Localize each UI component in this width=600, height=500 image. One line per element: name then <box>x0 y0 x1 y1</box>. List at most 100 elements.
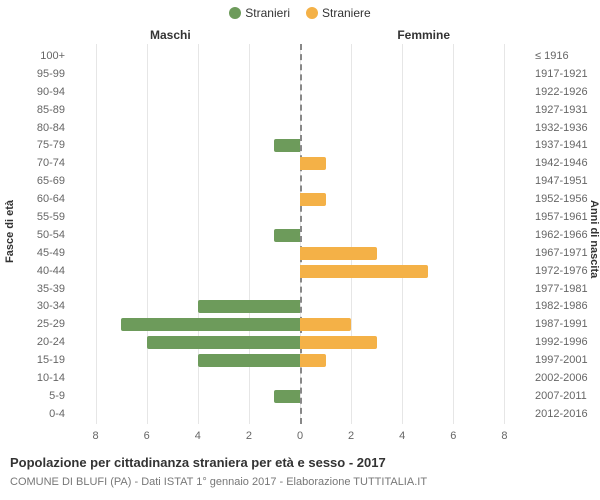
birth-year-label: 1932-1936 <box>535 122 590 134</box>
age-label: 25-29 <box>25 318 65 330</box>
chart-row: 10-142002-2006 <box>70 370 530 388</box>
chart-row: 85-891927-1931 <box>70 102 530 120</box>
chart-row: 65-691947-1951 <box>70 173 530 191</box>
age-label: 60-64 <box>25 193 65 205</box>
birth-year-label: 1952-1956 <box>535 193 590 205</box>
birth-year-label: 2002-2006 <box>535 372 590 384</box>
age-label: 70-74 <box>25 157 65 169</box>
age-label: 85-89 <box>25 104 65 116</box>
bar-male <box>198 300 300 313</box>
circle-icon <box>229 7 241 19</box>
chart-row: 60-641952-1956 <box>70 191 530 209</box>
birth-year-label: 1977-1981 <box>535 283 590 295</box>
bar-female <box>300 193 326 206</box>
chart-row: 40-441972-1976 <box>70 263 530 281</box>
chart-row: 20-241992-1996 <box>70 334 530 352</box>
legend-label: Straniere <box>322 6 371 20</box>
x-tick-label: 0 <box>297 430 303 442</box>
age-label: 80-84 <box>25 122 65 134</box>
x-tick-label: 8 <box>501 430 507 442</box>
age-label: 20-24 <box>25 336 65 348</box>
bar-female <box>300 247 377 260</box>
birth-year-label: 1972-1976 <box>535 265 590 277</box>
birth-year-label: 1967-1971 <box>535 247 590 259</box>
birth-year-label: 1987-1991 <box>535 318 590 330</box>
chart-row: 95-991917-1921 <box>70 66 530 84</box>
birth-year-label: 1922-1926 <box>535 86 590 98</box>
legend-item-male: Stranieri <box>229 6 290 20</box>
chart-row: 45-491967-1971 <box>70 245 530 263</box>
age-label: 35-39 <box>25 283 65 295</box>
chart-rows: 100+≤ 191695-991917-192190-941922-192685… <box>70 48 530 424</box>
chart-row: 50-541962-1966 <box>70 227 530 245</box>
pyramid-chart: 100+≤ 191695-991917-192190-941922-192685… <box>70 44 530 444</box>
chart-row: 30-341982-1986 <box>70 298 530 316</box>
birth-year-label: 1957-1961 <box>535 211 590 223</box>
chart-row: 15-191997-2001 <box>70 352 530 370</box>
bar-female <box>300 336 377 349</box>
age-label: 100+ <box>25 50 65 62</box>
age-label: 55-59 <box>25 211 65 223</box>
chart-row: 100+≤ 1916 <box>70 48 530 66</box>
bar-female <box>300 157 326 170</box>
birth-year-label: 1917-1921 <box>535 68 590 80</box>
bar-male <box>121 318 300 331</box>
column-header-female: Femmine <box>397 28 450 42</box>
chart-row: 90-941922-1926 <box>70 84 530 102</box>
birth-year-label: ≤ 1916 <box>535 50 590 62</box>
age-label: 50-54 <box>25 229 65 241</box>
chart-title: Popolazione per cittadinanza straniera p… <box>10 455 386 470</box>
x-tick-label: 4 <box>195 430 201 442</box>
chart-row: 25-291987-1991 <box>70 316 530 334</box>
age-label: 65-69 <box>25 175 65 187</box>
legend-label: Stranieri <box>245 6 290 20</box>
age-label: 40-44 <box>25 265 65 277</box>
age-label: 90-94 <box>25 86 65 98</box>
x-tick-label: 2 <box>246 430 252 442</box>
x-tick-label: 4 <box>399 430 405 442</box>
birth-year-label: 1962-1966 <box>535 229 590 241</box>
chart-row: 75-791937-1941 <box>70 137 530 155</box>
bar-male <box>274 390 300 403</box>
birth-year-label: 1927-1931 <box>535 104 590 116</box>
age-label: 75-79 <box>25 139 65 151</box>
y-axis-title-left: Fasce di età <box>4 200 16 263</box>
legend-item-female: Straniere <box>306 6 371 20</box>
birth-year-label: 2007-2011 <box>535 390 590 402</box>
age-label: 45-49 <box>25 247 65 259</box>
chart-row: 0-42012-2016 <box>70 406 530 424</box>
age-label: 30-34 <box>25 300 65 312</box>
birth-year-label: 1937-1941 <box>535 139 590 151</box>
birth-year-label: 2012-2016 <box>535 408 590 420</box>
age-label: 0-4 <box>25 408 65 420</box>
chart-row: 35-391977-1981 <box>70 281 530 299</box>
birth-year-label: 1982-1986 <box>535 300 590 312</box>
age-label: 10-14 <box>25 372 65 384</box>
x-tick-label: 6 <box>450 430 456 442</box>
legend: Stranieri Straniere <box>0 0 600 20</box>
chart-subtitle: COMUNE DI BLUFI (PA) - Dati ISTAT 1° gen… <box>10 476 427 488</box>
birth-year-label: 1947-1951 <box>535 175 590 187</box>
chart-row: 70-741942-1946 <box>70 155 530 173</box>
age-label: 5-9 <box>25 390 65 402</box>
x-tick-label: 6 <box>144 430 150 442</box>
birth-year-label: 1942-1946 <box>535 157 590 169</box>
age-label: 15-19 <box>25 354 65 366</box>
bar-male <box>274 229 300 242</box>
x-tick-label: 8 <box>92 430 98 442</box>
x-tick-label: 2 <box>348 430 354 442</box>
bar-female <box>300 354 326 367</box>
chart-row: 80-841932-1936 <box>70 120 530 138</box>
bar-male <box>274 139 300 152</box>
bar-male <box>198 354 300 367</box>
bar-female <box>300 318 351 331</box>
age-label: 95-99 <box>25 68 65 80</box>
circle-icon <box>306 7 318 19</box>
column-header-male: Maschi <box>150 28 191 42</box>
bar-female <box>300 265 428 278</box>
bar-male <box>147 336 300 349</box>
chart-row: 55-591957-1961 <box>70 209 530 227</box>
birth-year-label: 1992-1996 <box>535 336 590 348</box>
chart-row: 5-92007-2011 <box>70 388 530 406</box>
birth-year-label: 1997-2001 <box>535 354 590 366</box>
